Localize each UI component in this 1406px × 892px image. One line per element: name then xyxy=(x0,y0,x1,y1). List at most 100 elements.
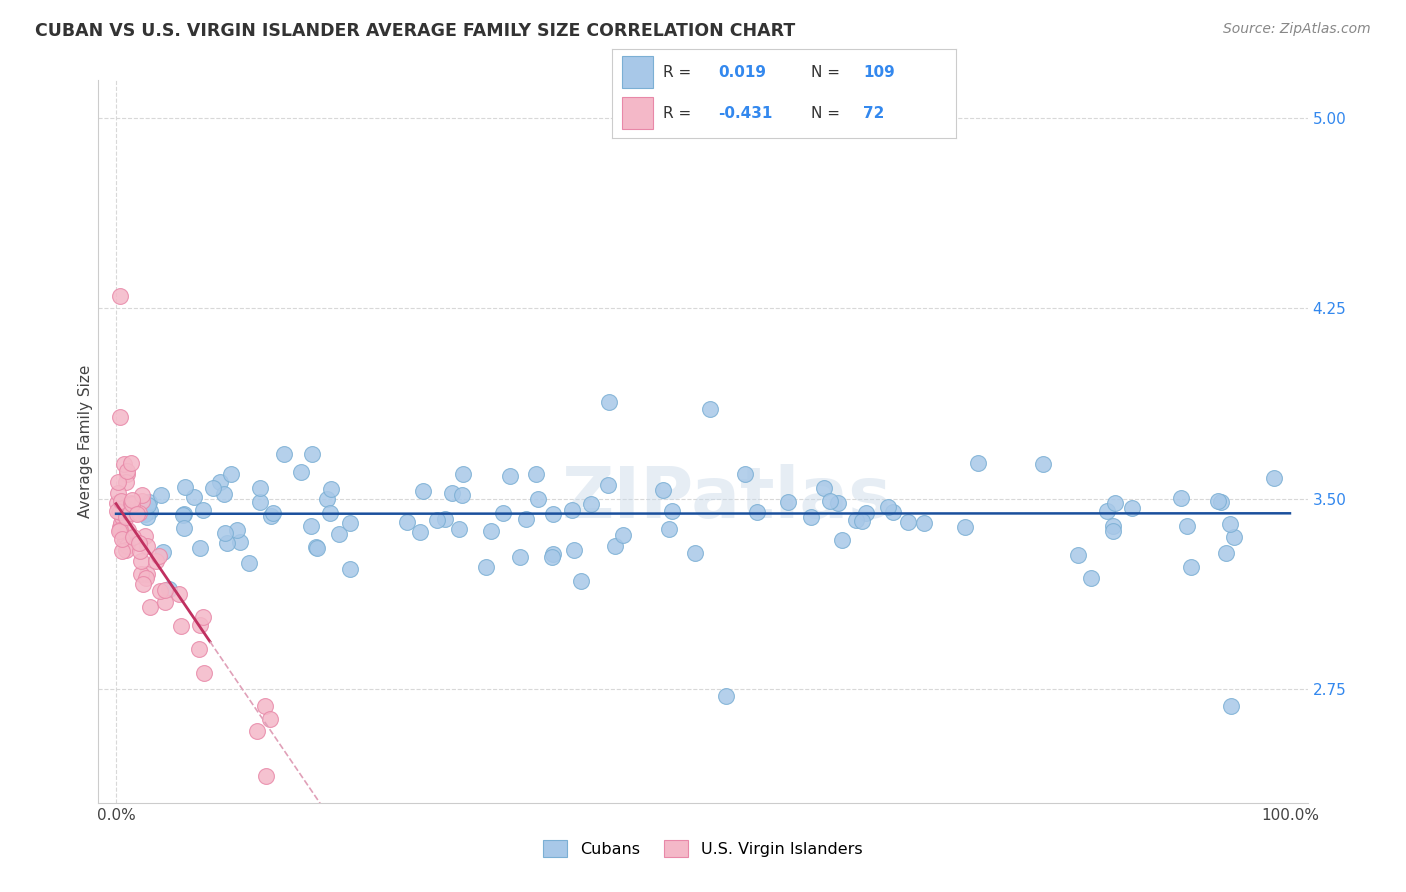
Point xyxy=(105,504,128,518)
Point xyxy=(492,506,515,520)
Point xyxy=(540,549,562,564)
Point xyxy=(111,533,134,547)
Point xyxy=(652,483,675,498)
Point xyxy=(953,520,976,534)
Point xyxy=(238,556,260,570)
Point xyxy=(422,834,444,848)
Point xyxy=(188,541,211,556)
Point xyxy=(108,520,131,534)
Point xyxy=(173,508,195,522)
Point xyxy=(561,503,583,517)
Text: 72: 72 xyxy=(863,106,884,120)
Point xyxy=(225,523,247,537)
Point xyxy=(831,533,853,548)
Point xyxy=(827,496,849,510)
Point xyxy=(120,456,142,470)
Point xyxy=(845,513,868,527)
Point xyxy=(967,456,990,470)
Point xyxy=(319,506,342,520)
Point xyxy=(412,484,434,499)
Point xyxy=(734,467,756,482)
Point xyxy=(114,503,136,517)
Point xyxy=(541,507,564,521)
Point xyxy=(233,821,256,835)
Point xyxy=(262,506,284,520)
Point xyxy=(129,554,152,568)
Point xyxy=(395,515,418,529)
Point xyxy=(121,497,143,511)
Point xyxy=(108,506,131,520)
Point xyxy=(139,504,162,518)
Point xyxy=(569,574,592,589)
Point xyxy=(321,483,343,497)
Point xyxy=(173,520,195,534)
Point xyxy=(249,494,271,508)
Point xyxy=(172,508,194,522)
Point xyxy=(1211,494,1233,508)
Point xyxy=(598,477,620,491)
Point xyxy=(877,500,900,514)
Point xyxy=(128,544,150,558)
Point xyxy=(1215,546,1237,560)
Point xyxy=(658,523,681,537)
Point xyxy=(115,467,138,482)
Point xyxy=(191,610,214,624)
Point xyxy=(228,534,250,549)
Point xyxy=(112,500,135,515)
Point xyxy=(305,541,328,555)
Point xyxy=(1206,493,1229,508)
Point xyxy=(110,516,132,530)
Legend: Cubans, U.S. Virgin Islanders: Cubans, U.S. Virgin Islanders xyxy=(537,833,869,863)
Point xyxy=(115,539,138,553)
Point xyxy=(855,506,877,520)
Point xyxy=(299,518,322,533)
Point xyxy=(1220,699,1243,714)
Point xyxy=(259,712,281,726)
Point xyxy=(818,494,841,508)
Text: ZIPatlas: ZIPatlas xyxy=(561,464,891,533)
Point xyxy=(683,546,706,560)
Point xyxy=(111,543,134,558)
Point xyxy=(110,410,132,425)
Point xyxy=(134,528,156,542)
Point xyxy=(139,600,162,615)
Point xyxy=(699,402,721,417)
Point xyxy=(120,496,142,510)
Point xyxy=(107,475,129,489)
Point xyxy=(1223,530,1246,544)
Point xyxy=(813,481,835,495)
Point xyxy=(1121,501,1143,516)
Point xyxy=(447,522,470,536)
Point xyxy=(254,769,277,783)
Point xyxy=(138,495,160,509)
Text: N =: N = xyxy=(811,65,841,79)
FancyBboxPatch shape xyxy=(621,56,652,88)
Point xyxy=(129,567,152,582)
Point xyxy=(152,544,174,558)
Point xyxy=(212,486,235,500)
Point xyxy=(121,492,143,507)
Point xyxy=(157,582,180,597)
Point xyxy=(128,506,150,520)
Point xyxy=(524,467,547,481)
Point xyxy=(1104,496,1126,510)
FancyBboxPatch shape xyxy=(621,97,652,129)
Point xyxy=(108,289,131,303)
Point xyxy=(441,485,464,500)
Point xyxy=(882,505,904,519)
Point xyxy=(474,559,496,574)
Point xyxy=(134,508,156,522)
Point xyxy=(912,516,935,531)
Point xyxy=(114,533,136,548)
Text: 109: 109 xyxy=(863,65,894,79)
Point xyxy=(527,491,550,506)
Point xyxy=(115,543,138,558)
Point xyxy=(110,505,132,519)
Point xyxy=(851,514,873,528)
Point xyxy=(167,586,190,600)
Point xyxy=(1170,491,1192,506)
Point xyxy=(328,527,350,541)
Point xyxy=(1219,516,1241,531)
Point xyxy=(202,481,225,495)
Point xyxy=(451,467,474,481)
